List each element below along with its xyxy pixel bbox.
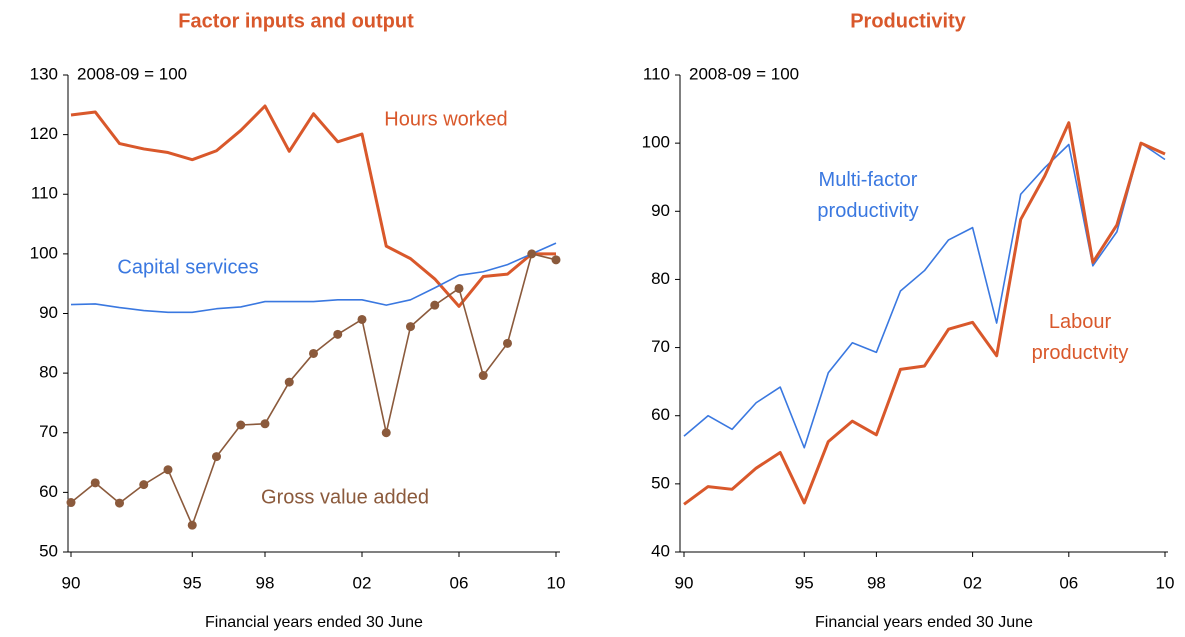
x-tick-label: 98 — [867, 573, 886, 592]
series-line — [70, 242, 557, 314]
y-tick-label: 90 — [39, 303, 58, 322]
point — [357, 314, 367, 324]
series-line — [683, 142, 1166, 449]
y-tick-label: 50 — [651, 473, 670, 492]
x-axis-title: Financial years ended 30 June — [205, 614, 423, 631]
point — [381, 428, 391, 438]
point — [406, 322, 415, 332]
x-tick-label: 98 — [256, 573, 275, 592]
point — [236, 420, 246, 430]
y-tick-label: 70 — [651, 337, 670, 356]
y-tick-label: 100 — [30, 243, 58, 262]
annotation: 2008-09 = 100 — [689, 64, 799, 83]
point — [309, 348, 318, 358]
x-tick-label: 02 — [963, 573, 982, 592]
y-tick-label: 110 — [31, 184, 58, 203]
series-label: Capital services — [117, 256, 259, 279]
series-label: Hours worked — [384, 108, 508, 131]
x-axis-title: Financial years ended 30 June — [815, 614, 1033, 631]
x-tick-label: 95 — [795, 573, 814, 592]
point — [163, 465, 173, 475]
y-tick-label: 110 — [643, 64, 670, 83]
y-tick-label: 80 — [651, 269, 670, 288]
x-tick-label: 95 — [183, 573, 202, 592]
series-label: Multi-factor productivity — [817, 169, 919, 222]
point — [187, 520, 197, 530]
point — [430, 300, 440, 310]
annotation: 2008-09 = 100 — [77, 64, 187, 83]
x-tick-label: 10 — [1156, 573, 1175, 592]
point — [284, 377, 294, 387]
chart-title: Productivity — [850, 10, 966, 32]
series-line — [70, 104, 556, 308]
x-tick-label: 90 — [62, 573, 81, 592]
point — [90, 478, 100, 488]
series-line — [683, 121, 1166, 506]
point — [503, 338, 512, 348]
x-tick-label: 02 — [353, 573, 372, 592]
point — [260, 419, 270, 429]
point — [66, 498, 76, 508]
y-tick-label: 70 — [39, 422, 58, 441]
x-tick-label: 06 — [450, 573, 469, 592]
y-tick-label: 50 — [39, 541, 58, 560]
point — [115, 498, 124, 508]
x-tick-label: 10 — [547, 573, 566, 592]
y-tick-label: 130 — [30, 64, 58, 83]
y-tick-label: 60 — [651, 405, 670, 424]
point — [454, 283, 464, 293]
point — [212, 452, 221, 462]
point — [333, 329, 343, 339]
point — [551, 255, 561, 265]
series-label: Gross value added — [261, 486, 429, 509]
y-tick-label: 90 — [651, 201, 670, 220]
y-tick-label: 40 — [651, 541, 670, 560]
y-tick-label: 120 — [30, 124, 58, 143]
point — [527, 249, 537, 259]
y-tick-label: 100 — [642, 133, 670, 152]
point — [139, 480, 149, 490]
x-tick-label: 90 — [675, 573, 694, 592]
point — [478, 371, 488, 381]
y-tick-label: 80 — [39, 363, 58, 382]
series-label: Labour productvity — [1031, 311, 1129, 364]
x-tick-label: 06 — [1059, 573, 1078, 592]
chart-title: Factor inputs and output — [178, 10, 414, 32]
y-tick-label: 60 — [39, 482, 58, 501]
